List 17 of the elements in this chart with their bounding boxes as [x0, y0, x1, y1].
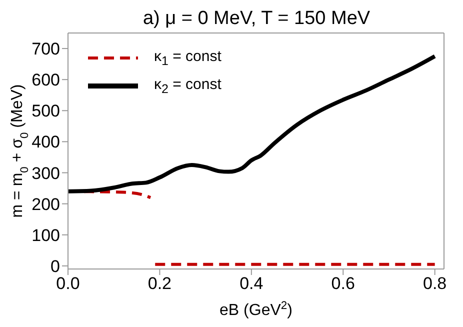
x-tick-label: 0.8	[423, 274, 447, 294]
y-tick-label: 500	[32, 102, 60, 121]
x-axis-title: eB (GeV$^{2}$)	[220, 300, 292, 319]
chart-title: a) μ = 0 MeV, T = 150 MeV	[142, 8, 372, 30]
y-tick-label: 200	[32, 194, 60, 214]
x-tick-label: 0.4	[240, 274, 264, 294]
y-tick-label: 600	[32, 70, 60, 90]
y-tick-label: 700	[32, 40, 60, 59]
y-tick-label: 400	[32, 132, 60, 152]
x-tick-label: 0.6	[331, 274, 355, 294]
x-tick-label: 0.0	[56, 274, 80, 294]
x-tick-label: 0.2	[148, 274, 172, 294]
y-tick-label: 300	[32, 164, 60, 183]
y-tick-label: 0	[50, 256, 60, 276]
legend-label: κ$_{2}$ = const	[154, 76, 222, 96]
legend-label: κ$_{1}$ = const	[154, 48, 222, 68]
y-tick-label: 100	[32, 226, 60, 245]
